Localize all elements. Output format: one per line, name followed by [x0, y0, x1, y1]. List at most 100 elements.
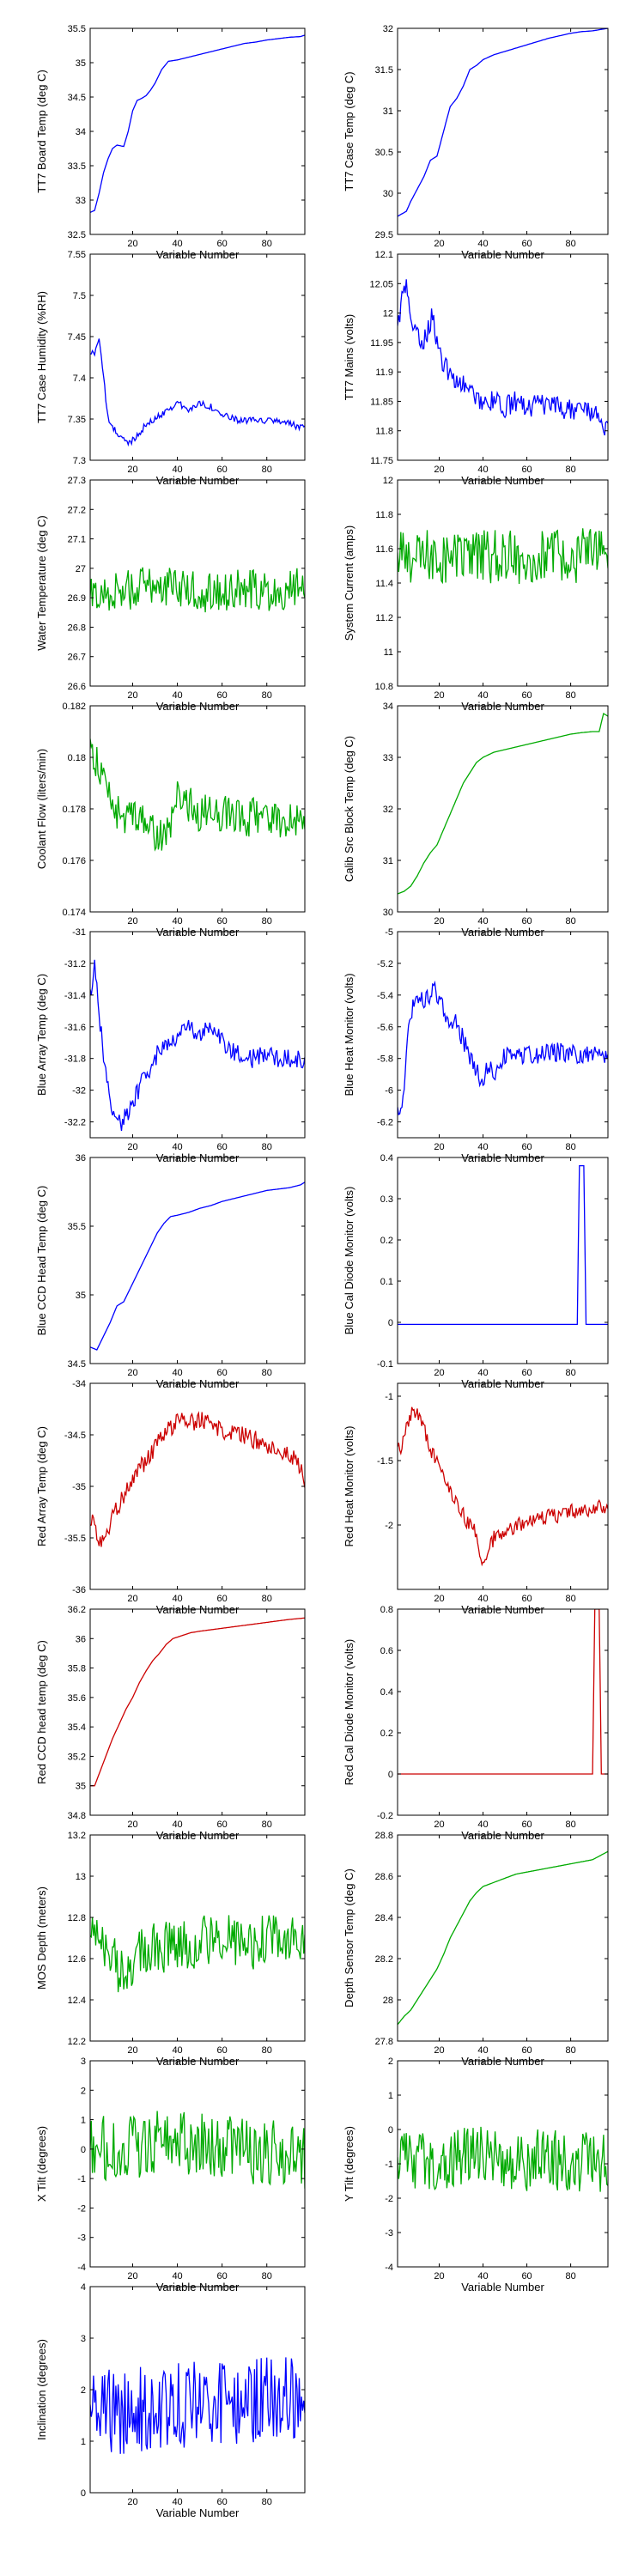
y-tick-label: -1: [77, 2174, 86, 2184]
x-tick-label: 60: [521, 2045, 532, 2056]
series-line-p18: [398, 1850, 608, 2026]
x-tick-label: 20: [127, 1594, 137, 1604]
y-tick-label: 12.8: [68, 1913, 86, 1923]
y-tick-label: -6: [385, 1086, 393, 1097]
y-tick-label: 29.5: [375, 230, 393, 240]
y-axis-label: TT7 Case Temp (deg C): [343, 71, 355, 191]
x-tick-label: 80: [262, 2497, 272, 2507]
y-axis-label: Blue CCD Head Temp (deg C): [35, 1186, 48, 1336]
chart-p05: 20 40 60 8026.626.726.826.92727.127.227.3Va…: [35, 476, 306, 713]
x-tick-label: 40: [477, 239, 488, 249]
y-tick-label: 12.1: [375, 250, 393, 260]
y-tick-label: 12.2: [68, 2037, 86, 2047]
y-tick-label: 0.1: [380, 1277, 393, 1287]
series-line-p06: [398, 528, 608, 585]
y-axis-label: System Current (amps): [343, 526, 355, 641]
x-tick-label: 80: [262, 916, 272, 927]
y-tick-label: 0.4: [380, 1153, 393, 1163]
x-tick-label: 60: [521, 916, 532, 927]
y-tick-label: 11.85: [370, 397, 393, 407]
x-tick-label: 60: [521, 2271, 532, 2281]
y-tick-label: 35.5: [68, 1222, 86, 1232]
x-tick-label: 60: [217, 690, 228, 701]
y-tick-label: 0.4: [380, 1687, 393, 1698]
y-axis-label: TT7 Board Temp (deg C): [35, 70, 48, 193]
y-axis-label: Calib Src Block Temp (deg C): [343, 736, 355, 882]
y-axis-label: TT7 Case Humidity (%RH): [35, 291, 48, 423]
x-tick-label: 60: [217, 1594, 228, 1604]
x-tick-label: 20: [434, 1820, 444, 1830]
x-tick-label: 80: [565, 2271, 575, 2281]
y-tick-label: -0.1: [377, 1359, 393, 1370]
y-tick-label: 26.8: [68, 623, 86, 633]
x-tick-label: 80: [262, 465, 272, 475]
y-tick-label: -4: [385, 2263, 393, 2273]
y-tick-label: 35: [76, 1291, 86, 1301]
y-tick-label: 34.8: [68, 1811, 86, 1821]
x-tick-label: 80: [262, 239, 272, 249]
x-tick-label: 40: [172, 916, 182, 927]
x-tick-label: 40: [477, 2271, 488, 2281]
x-tick-label: 80: [565, 239, 575, 249]
y-tick-label: 28.8: [375, 1831, 393, 1841]
y-tick-label: 11.4: [375, 579, 393, 589]
y-tick-label: 7.45: [68, 332, 86, 343]
x-tick-label: 80: [565, 1594, 575, 1604]
x-tick-label: 20: [127, 2497, 137, 2507]
chart-p21: 20 40 60 80 0 1 2 3 4 Variable Number Inclination …: [35, 2282, 306, 2519]
y-tick-label: 3: [81, 2057, 86, 2067]
y-tick-label: -36: [72, 1585, 86, 1595]
y-tick-label: 13.2: [68, 1831, 86, 1841]
plot-frame: [89, 253, 306, 461]
y-tick-label: 27.2: [68, 505, 86, 515]
y-tick-label: -34.5: [64, 1431, 86, 1441]
y-tick-label: 33: [76, 196, 86, 206]
plot-frame: [397, 931, 609, 1139]
y-tick-label: 0: [388, 2125, 393, 2136]
y-tick-label: -32.2: [64, 1118, 86, 1128]
series-line-p09: [90, 959, 305, 1132]
y-tick-label: 1: [81, 2116, 86, 2126]
y-tick-label: 36: [76, 1634, 86, 1644]
series-line-p02: [398, 28, 608, 217]
x-tick-label: 20: [434, 1594, 444, 1604]
x-tick-label: 40: [172, 465, 182, 475]
x-tick-label: 40: [172, 2271, 182, 2281]
x-tick-label: 20: [127, 1820, 137, 1830]
y-tick-label: 28.4: [375, 1913, 393, 1923]
plot-frame: [89, 27, 306, 235]
y-axis-label: Y Tilt (degrees): [343, 2126, 355, 2202]
y-tick-label: -0.2: [377, 1811, 393, 1821]
x-tick-label: 60: [521, 465, 532, 475]
y-tick-label: 12: [383, 309, 393, 319]
x-tick-label: 40: [172, 2497, 182, 2507]
y-tick-label: 2: [81, 2086, 86, 2096]
y-tick-label: 27.3: [68, 476, 86, 486]
y-tick-label: 12.6: [68, 1954, 86, 1965]
y-tick-label: -35: [72, 1482, 86, 1492]
series-line-p11: [90, 1182, 305, 1351]
x-tick-label: 40: [477, 916, 488, 927]
x-tick-label: 80: [262, 1820, 272, 1830]
y-axis-label: Water Temperature (deg C): [35, 515, 48, 651]
series-line-p15: [90, 1617, 305, 1787]
y-tick-label: 32: [383, 805, 393, 815]
x-tick-label: 40: [477, 1594, 488, 1604]
x-tick-label: 40: [172, 690, 182, 701]
series-line-p07: [90, 738, 305, 852]
x-tick-label: 20: [127, 2271, 137, 2281]
y-tick-label: 30.5: [375, 148, 393, 158]
y-tick-label: 10.8: [375, 682, 393, 692]
x-tick-label: 80: [565, 2045, 575, 2056]
y-tick-label: -31: [72, 927, 86, 938]
x-tick-label: 60: [217, 239, 228, 249]
y-axis-label: Depth Sensor Temp (deg C): [343, 1868, 355, 2008]
chart-p10: 20 40 60 80-6.2-6-5.8-5.6-5.4-5.2-5Variable…: [343, 927, 609, 1164]
y-tick-label: 0.182: [62, 702, 86, 712]
y-tick-label: 32: [383, 24, 393, 34]
x-tick-label: 60: [217, 2271, 228, 2281]
x-tick-label: 20: [127, 1368, 137, 1378]
